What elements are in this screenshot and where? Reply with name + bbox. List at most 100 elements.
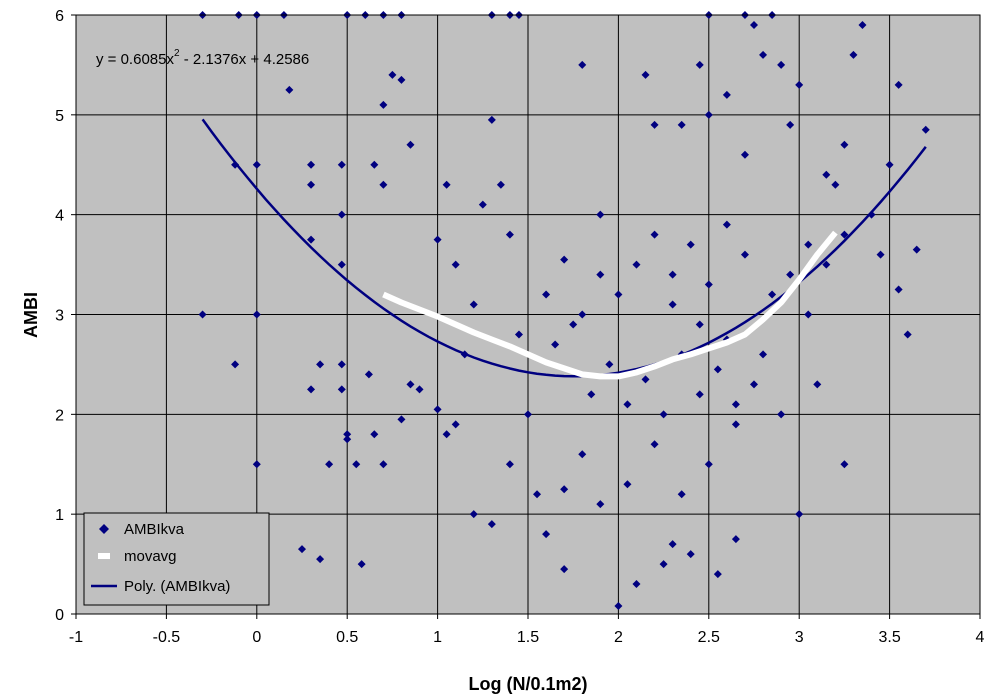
data-point: [406, 140, 415, 149]
data-point: [623, 400, 632, 409]
data-point: [379, 100, 388, 109]
data-point: [533, 490, 542, 499]
data-point: [337, 385, 346, 394]
data-point: [352, 460, 361, 469]
data-point: [840, 140, 849, 149]
gridlines: [71, 14, 981, 619]
movavg-line: [382, 230, 838, 380]
data-point: [406, 380, 415, 389]
data-point: [822, 260, 831, 269]
data-point: [614, 290, 623, 299]
x-tick-label: 1: [433, 629, 442, 646]
y-tick-labels: 0 1 2 3 4 5 6: [55, 8, 64, 624]
data-point: [695, 60, 704, 69]
x-tick-label: -0.5: [153, 629, 181, 646]
data-point: [505, 460, 514, 469]
legend-label-ambikva: AMBIkva: [124, 521, 185, 538]
x-tick-label: 1.5: [517, 629, 539, 646]
data-point: [722, 90, 731, 99]
data-point: [451, 420, 460, 429]
data-point: [840, 230, 849, 239]
data-point: [885, 160, 894, 169]
data-point: [560, 485, 569, 494]
data-point: [704, 110, 713, 119]
plot-border: [75, 14, 981, 615]
data-point: [496, 180, 505, 189]
data-point: [316, 360, 325, 369]
data-point: [469, 510, 478, 519]
data-point: [337, 210, 346, 219]
data-point: [695, 320, 704, 329]
data-point: [337, 360, 346, 369]
data-point: [759, 50, 768, 59]
data-point: [641, 375, 650, 384]
data-point: [641, 70, 650, 79]
data-point: [337, 260, 346, 269]
data-point: [750, 20, 758, 29]
y-axis-title: AMBI: [21, 292, 41, 338]
data-point: [686, 240, 695, 249]
y-tick-label: 1: [55, 507, 64, 524]
data-point: [759, 350, 768, 359]
data-point: [894, 80, 903, 89]
data-point: [795, 80, 804, 89]
movavg-layer: [382, 230, 838, 380]
data-point: [822, 170, 831, 179]
data-point: [659, 560, 668, 569]
data-point: [804, 310, 813, 319]
data-point: [337, 160, 346, 169]
data-points: [198, 11, 930, 611]
data-point: [677, 120, 686, 129]
data-point: [442, 180, 451, 189]
data-point: [307, 160, 316, 169]
data-point: [596, 500, 605, 509]
data-point: [343, 430, 352, 439]
data-point: [867, 210, 876, 219]
data-point: [605, 360, 614, 369]
data-point: [668, 300, 677, 309]
data-point: [786, 120, 795, 129]
data-point: [542, 530, 551, 539]
legend-box: [83, 512, 270, 606]
x-tick-label: 3.5: [878, 629, 900, 646]
data-point: [442, 430, 451, 439]
x-tick-label: 0: [252, 629, 261, 646]
x-tick-label: 2.5: [698, 629, 720, 646]
x-tick-labels: -1 -0.5 0 0.5 1 1.5 2 2.5 3 3.5 4: [69, 629, 985, 646]
data-point: [632, 580, 641, 589]
data-point: [731, 400, 740, 409]
data-point: [307, 180, 316, 189]
data-point: [659, 410, 668, 419]
data-point: [397, 75, 406, 84]
data-point: [469, 300, 478, 309]
data-point: [777, 60, 786, 69]
x-tick-label: 2: [614, 629, 623, 646]
data-point: [795, 510, 804, 519]
y-tick-label: 6: [55, 8, 64, 25]
data-point: [433, 405, 442, 414]
legend-marker-ambikva: [99, 524, 109, 534]
data-point: [487, 520, 496, 529]
data-point: [713, 365, 722, 374]
data-point: [722, 220, 731, 229]
data-point: [894, 285, 903, 294]
data-point: [514, 330, 523, 339]
data-point: [587, 390, 596, 399]
data-point: [849, 50, 858, 59]
data-point: [596, 210, 605, 219]
data-point: [731, 420, 740, 429]
data-point: [370, 430, 379, 439]
data-point: [379, 180, 388, 189]
y-tick-label: 4: [55, 208, 64, 225]
data-point: [650, 230, 659, 239]
data-point: [614, 602, 623, 611]
data-point: [231, 160, 240, 169]
data-point: [650, 120, 659, 129]
data-point: [231, 360, 240, 369]
data-point: [460, 350, 469, 359]
data-point: [578, 450, 587, 459]
data-point: [713, 570, 722, 579]
data-point: [650, 440, 659, 449]
data-point: [388, 70, 397, 79]
trendline-layer: [201, 118, 927, 378]
